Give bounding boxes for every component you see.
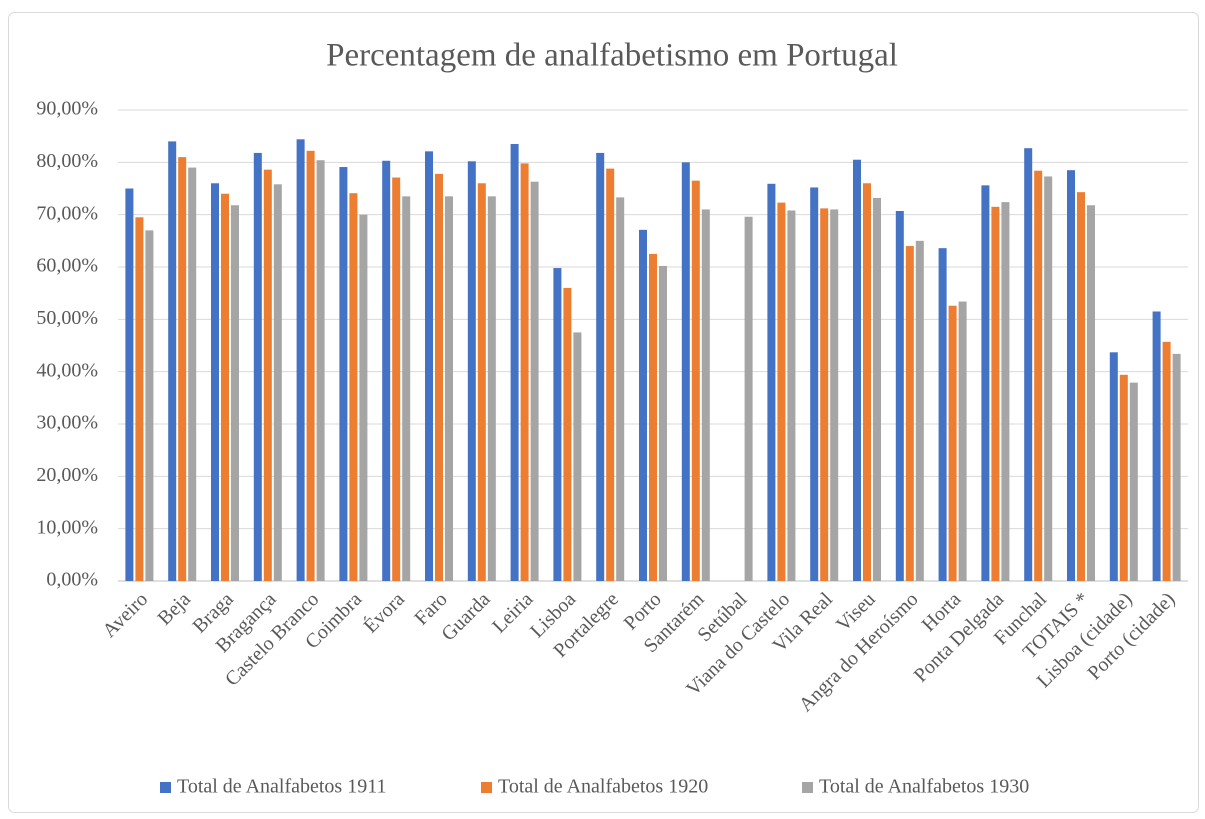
bar [263,169,272,581]
bar [435,173,443,581]
bar [1172,353,1181,581]
bar [273,184,282,581]
bar [691,180,700,581]
bar [520,163,529,581]
bar [425,151,433,582]
bar [359,214,368,581]
y-tick-label: 50,00% [36,307,98,329]
bar [135,217,144,582]
y-tick-label: 80,00% [36,150,98,172]
bar [510,144,519,581]
legend-label: Total de Analfabetos 1920 [498,776,708,798]
bar [1077,192,1085,581]
bar [231,205,239,581]
bar [402,196,411,581]
y-tick-label: 60,00% [36,255,98,277]
bar [477,183,486,581]
bar [125,188,134,581]
bar [659,265,667,581]
bar [392,177,401,581]
bar [445,196,453,581]
bar [188,167,197,582]
bar [1109,352,1118,581]
bar [873,197,881,582]
y-tick-label: 10,00% [36,516,98,538]
bar [787,210,796,582]
bar [991,206,1000,582]
y-tick-label: 70,00% [36,202,98,224]
bar [563,287,572,581]
bar [1119,374,1128,581]
legend-swatch [160,782,171,793]
bar [938,248,947,581]
bar [296,139,305,581]
bar [573,332,582,581]
bar [467,161,476,581]
bar [1044,176,1053,582]
bar [915,240,924,582]
y-tick-label: 20,00% [36,464,98,486]
bar [253,152,262,581]
bar [306,150,315,581]
bar [1129,382,1138,581]
legend-swatch [802,782,813,793]
bar [681,162,690,582]
bar [777,202,786,581]
bar [639,229,647,582]
bar [1162,341,1171,581]
bar [221,193,229,581]
bar [606,168,615,581]
bar [1087,205,1095,581]
bar [1001,202,1010,581]
bar [1152,311,1161,581]
bar [948,305,957,581]
bar [701,209,710,581]
bar [895,211,904,581]
bar [1024,148,1033,581]
bar [1034,170,1043,581]
bar [863,183,871,581]
y-tick-label: 0,00% [46,569,98,591]
bar [178,157,187,581]
bar [596,152,605,581]
legend-swatch [481,782,492,793]
bar [981,185,990,582]
bar [382,160,391,581]
legend-label: Total de Analfabetos 1930 [819,776,1029,798]
y-tick-label: 90,00% [36,98,98,120]
bar [616,197,625,581]
bar [487,196,496,581]
legend-label: Total de Analfabetos 1911 [177,776,386,798]
bar [349,193,358,581]
bar [1067,170,1075,581]
bar [530,181,539,582]
bar [958,301,967,581]
bar [339,167,348,581]
y-tick-label: 40,00% [36,359,98,381]
bar [830,209,839,581]
bar [649,253,657,581]
chart-title: Percentagem de analfabetismo em Portugal [326,38,898,74]
bar [810,187,819,581]
bar [553,268,562,581]
bar [145,230,154,581]
bar [820,208,829,582]
bar [316,160,325,582]
bar [853,159,861,581]
bar [767,183,776,582]
bar [744,216,753,581]
bar [211,183,219,581]
y-tick-label: 30,00% [36,412,98,434]
bar [905,246,914,582]
bar [168,141,177,581]
